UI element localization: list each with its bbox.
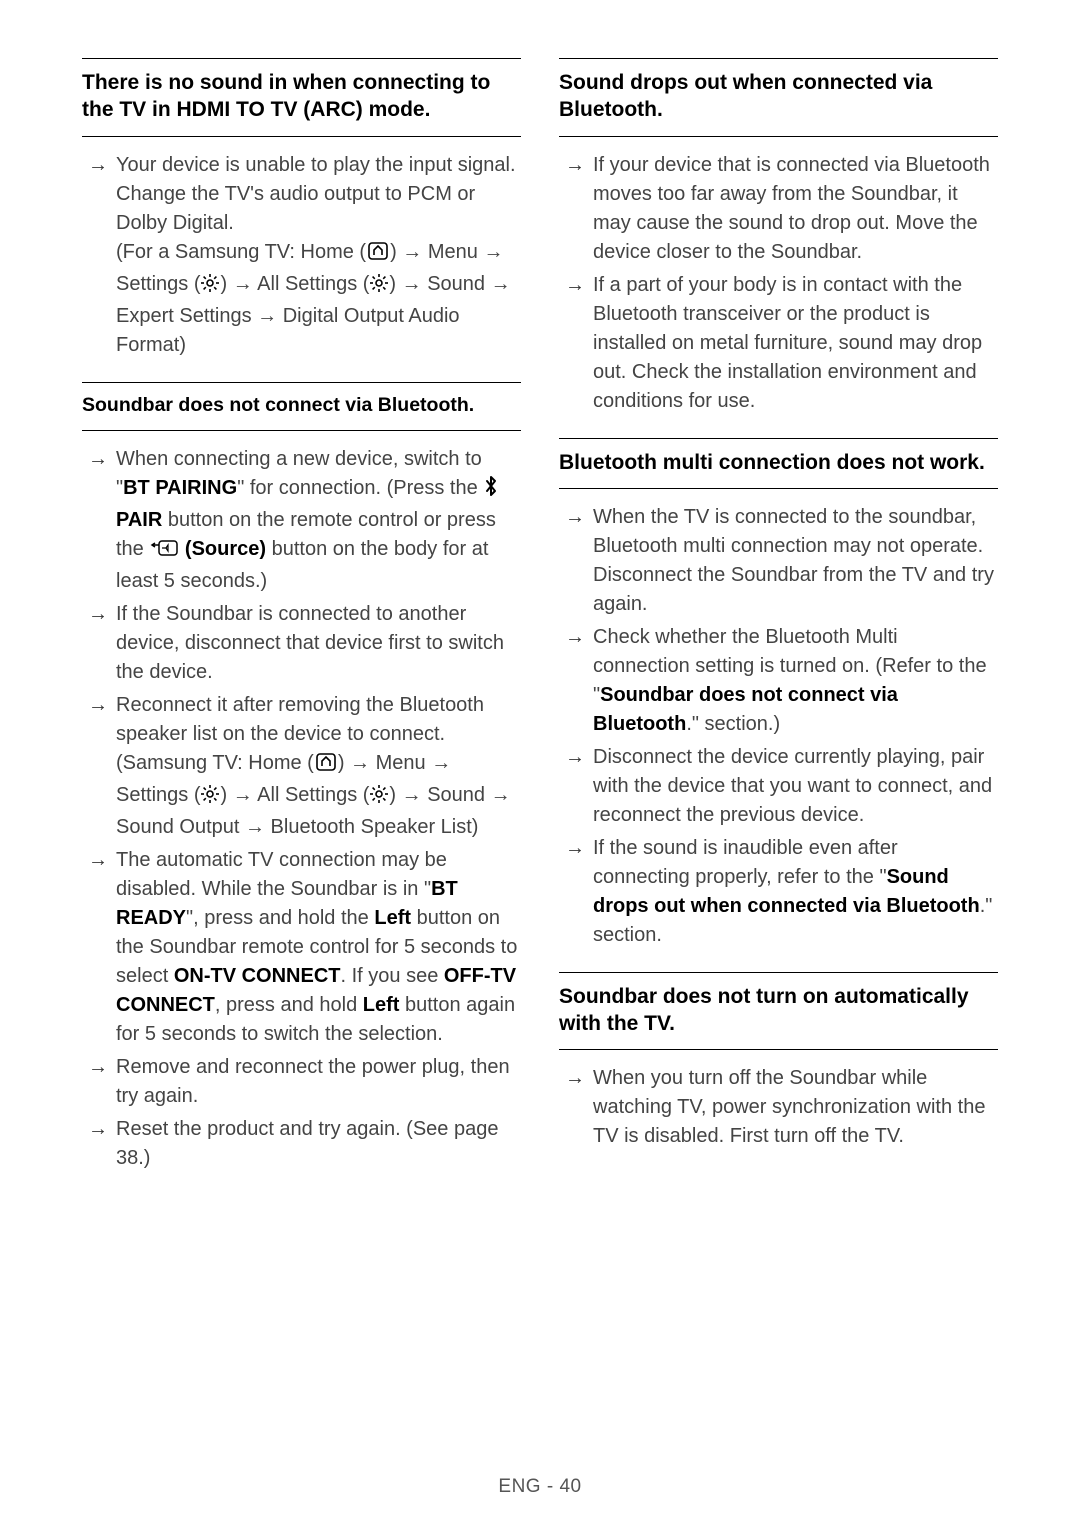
section-heading: There is no sound in when connecting to …: [82, 58, 521, 137]
list-item: When the TV is connected to the soundbar…: [559, 503, 998, 619]
list-item: When connecting a new device, switch to …: [82, 445, 521, 596]
gear-icon: [369, 784, 389, 813]
list-item: Your device is unable to play the input …: [82, 151, 521, 360]
source-icon: [149, 538, 179, 567]
nav-text: (Samsung TV: Home (: [116, 752, 314, 774]
body-text: If the Soundbar is connected to another …: [116, 603, 504, 683]
bold-text: Left: [374, 907, 411, 929]
home-icon: [314, 752, 338, 781]
home-icon: [366, 241, 390, 270]
list-item: If a part of your body is in contact wit…: [559, 271, 998, 416]
bullet-list: Your device is unable to play the input …: [82, 151, 521, 382]
body-text: Remove and reconnect the power plug, the…: [116, 1056, 510, 1107]
nav-text: ) → All Settings (: [220, 273, 369, 295]
bold-text: ON-TV CONNECT: [174, 965, 341, 987]
list-item: Reset the product and try again. (See pa…: [82, 1115, 521, 1173]
bullet-list: If your device that is connected via Blu…: [559, 151, 998, 438]
body-text: " for connection. (Press the: [237, 477, 483, 499]
list-item: When you turn off the Soundbar while wat…: [559, 1064, 998, 1151]
section-heading: Soundbar does not turn on automatically …: [559, 972, 998, 1051]
body-text: . If you see: [340, 965, 443, 987]
list-item: Remove and reconnect the power plug, the…: [82, 1053, 521, 1111]
list-item: The automatic TV connection may be disab…: [82, 846, 521, 1049]
body-text: , press and hold: [215, 994, 363, 1016]
two-column-layout: There is no sound in when connecting to …: [82, 58, 998, 1195]
body-text: ." section.): [686, 713, 780, 735]
body-text: If the sound is inaudible even after con…: [593, 837, 898, 888]
body-text: When you turn off the Soundbar while wat…: [593, 1067, 985, 1147]
bold-text: Left: [363, 994, 400, 1016]
body-text: If a part of your body is in contact wit…: [593, 274, 982, 412]
nav-text: (For a Samsung TV: Home (: [116, 241, 366, 263]
body-text: ", press and hold the: [186, 907, 374, 929]
list-item: Disconnect the device currently playing,…: [559, 743, 998, 830]
body-text: Your device is unable to play the input …: [116, 154, 516, 234]
left-column: There is no sound in when connecting to …: [82, 58, 521, 1195]
bullet-list: When you turn off the Soundbar while wat…: [559, 1064, 998, 1173]
list-item: If the sound is inaudible even after con…: [559, 834, 998, 950]
section-heading: Sound drops out when connected via Bluet…: [559, 58, 998, 137]
body-text: Reset the product and try again. (See pa…: [116, 1118, 498, 1169]
bullet-list: When the TV is connected to the soundbar…: [559, 503, 998, 972]
nav-text: ) → All Settings (: [220, 784, 369, 806]
bullet-list: When connecting a new device, switch to …: [82, 445, 521, 1195]
body-text: When the TV is connected to the soundbar…: [593, 506, 994, 615]
list-item: If the Soundbar is connected to another …: [82, 600, 521, 687]
bluetooth-icon: [483, 475, 499, 506]
body-text: Disconnect the device currently playing,…: [593, 746, 992, 826]
body-text: If your device that is connected via Blu…: [593, 154, 990, 263]
right-column: Sound drops out when connected via Bluet…: [559, 58, 998, 1195]
bold-text: (Source): [185, 538, 266, 560]
body-text: The automatic TV connection may be disab…: [116, 849, 447, 900]
body-text: Reconnect it after removing the Bluetoot…: [116, 694, 484, 745]
bold-text: BT PAIRING: [123, 477, 237, 499]
gear-icon: [200, 273, 220, 302]
section-heading: Bluetooth multi connection does not work…: [559, 438, 998, 489]
bold-text: PAIR: [116, 509, 162, 531]
section-heading: Soundbar does not connect via Bluetooth.: [82, 382, 521, 431]
page-footer: ENG - 40: [0, 1476, 1080, 1498]
gear-icon: [200, 784, 220, 813]
list-item: Reconnect it after removing the Bluetoot…: [82, 691, 521, 842]
list-item: If your device that is connected via Blu…: [559, 151, 998, 267]
list-item: Check whether the Bluetooth Multi connec…: [559, 623, 998, 739]
gear-icon: [369, 273, 389, 302]
